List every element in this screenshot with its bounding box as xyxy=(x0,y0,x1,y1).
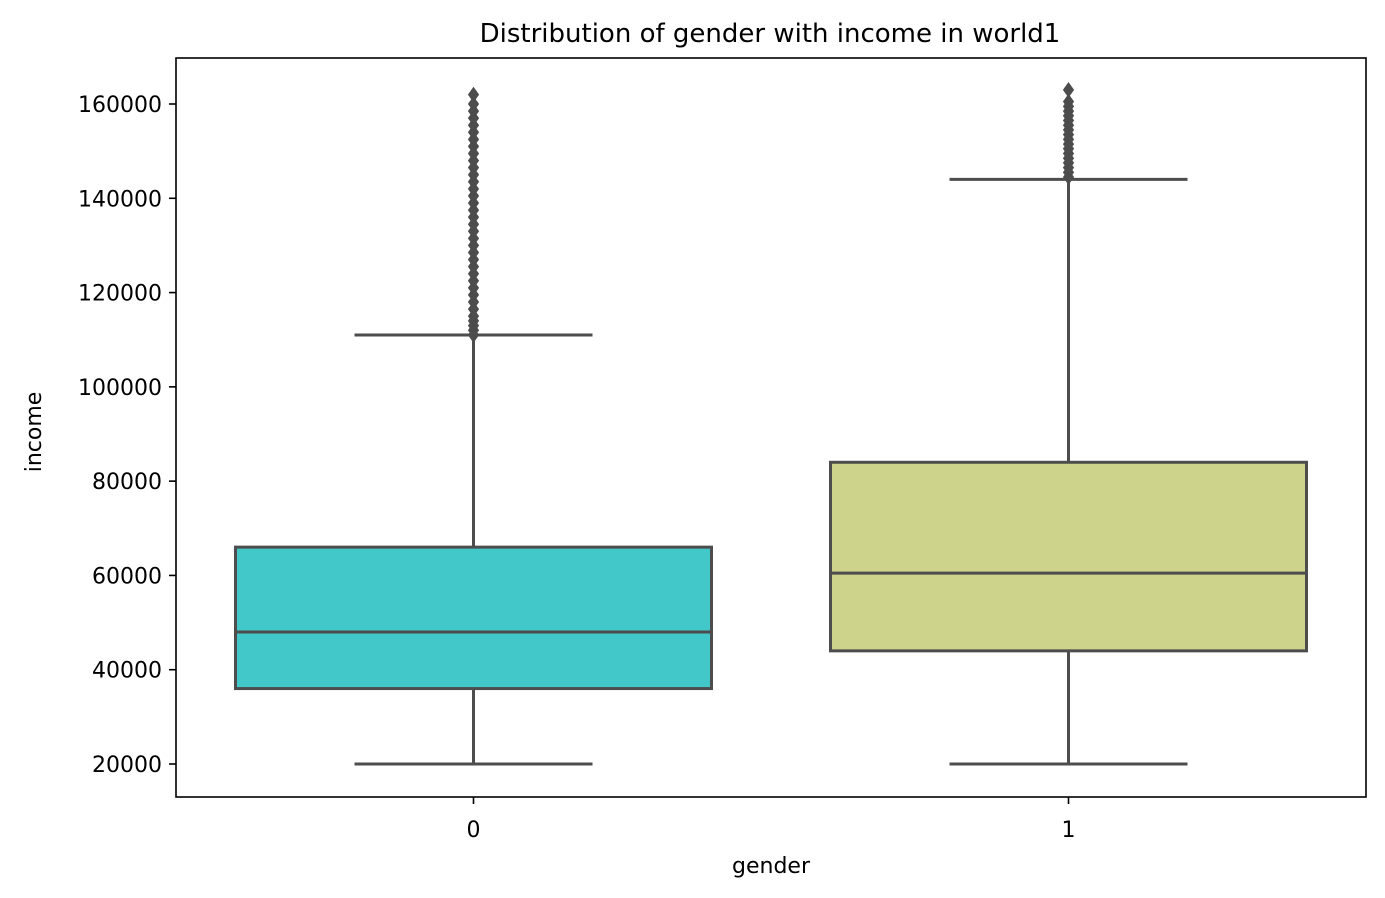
x-tick-label: 1 xyxy=(1062,818,1076,843)
x-axis-title: gender xyxy=(732,854,811,879)
y-tick-label: 60000 xyxy=(92,564,162,589)
outlier-point xyxy=(1062,81,1075,98)
y-tick-label: 20000 xyxy=(92,753,162,778)
chart-title: Distribution of gender with income in wo… xyxy=(480,19,1061,49)
y-tick-label: 120000 xyxy=(78,282,162,307)
box-iqr xyxy=(234,545,713,691)
plot-area xyxy=(234,81,1308,766)
y-tick-label: 40000 xyxy=(92,659,162,684)
y-tick-label: 80000 xyxy=(92,470,162,495)
y-axis: 20000 40000 60000 80000 100000 120000 140000 16… xyxy=(78,93,176,778)
y-axis-title: income xyxy=(22,392,47,473)
box-group-1 xyxy=(829,81,1308,766)
outlier-point xyxy=(467,96,480,112)
x-tick-label: 0 xyxy=(467,818,481,843)
outlier-point xyxy=(467,86,480,103)
box-iqr xyxy=(829,460,1308,653)
y-tick-label: 100000 xyxy=(78,376,162,401)
y-tick-label: 140000 xyxy=(78,187,162,212)
box-group-0 xyxy=(234,86,713,766)
y-tick-label: 160000 xyxy=(78,93,162,118)
plot-frame xyxy=(175,57,1367,798)
outlier-point xyxy=(1062,93,1075,110)
